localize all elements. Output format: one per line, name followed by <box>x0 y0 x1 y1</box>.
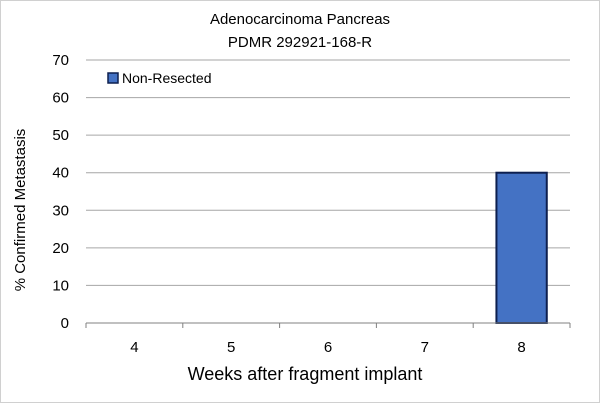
y-tick-label: 50 <box>52 127 69 144</box>
y-tick-label: 70 <box>52 52 69 69</box>
legend-label-non-resected: Non-Resected <box>122 70 212 86</box>
x-tick-label: 5 <box>227 339 235 356</box>
y-axis-label: % Confirmed Metastasis <box>12 129 29 292</box>
x-tick-label: 8 <box>517 339 525 356</box>
y-tick-label: 60 <box>52 90 69 107</box>
y-tick-label: 30 <box>52 202 69 219</box>
y-tick-label: 20 <box>52 240 69 257</box>
legend-swatch-non-resected <box>107 72 119 84</box>
y-tick-labels: 0 10 20 30 40 50 60 70 <box>52 52 69 332</box>
chart-subtitle: PDMR 292921-168-R <box>228 34 372 51</box>
x-tick-label: 4 <box>130 339 138 356</box>
chart-title: Adenocarcinoma Pancreas <box>210 11 390 28</box>
x-tick-labels: 4 5 6 7 8 <box>130 339 526 356</box>
y-tick-label: 40 <box>52 165 69 182</box>
x-tick-label: 7 <box>421 339 429 356</box>
y-tick-label: 0 <box>61 315 69 332</box>
legend: Non-Resected <box>107 70 212 86</box>
x-tick-label: 6 <box>324 339 332 356</box>
x-axis-label: Weeks after fragment implant <box>188 364 423 384</box>
x-tick-marks <box>85 323 571 328</box>
y-tick-label: 10 <box>52 277 69 294</box>
bar-8 <box>495 171 548 324</box>
gridlines <box>86 59 570 286</box>
bars <box>495 171 548 324</box>
